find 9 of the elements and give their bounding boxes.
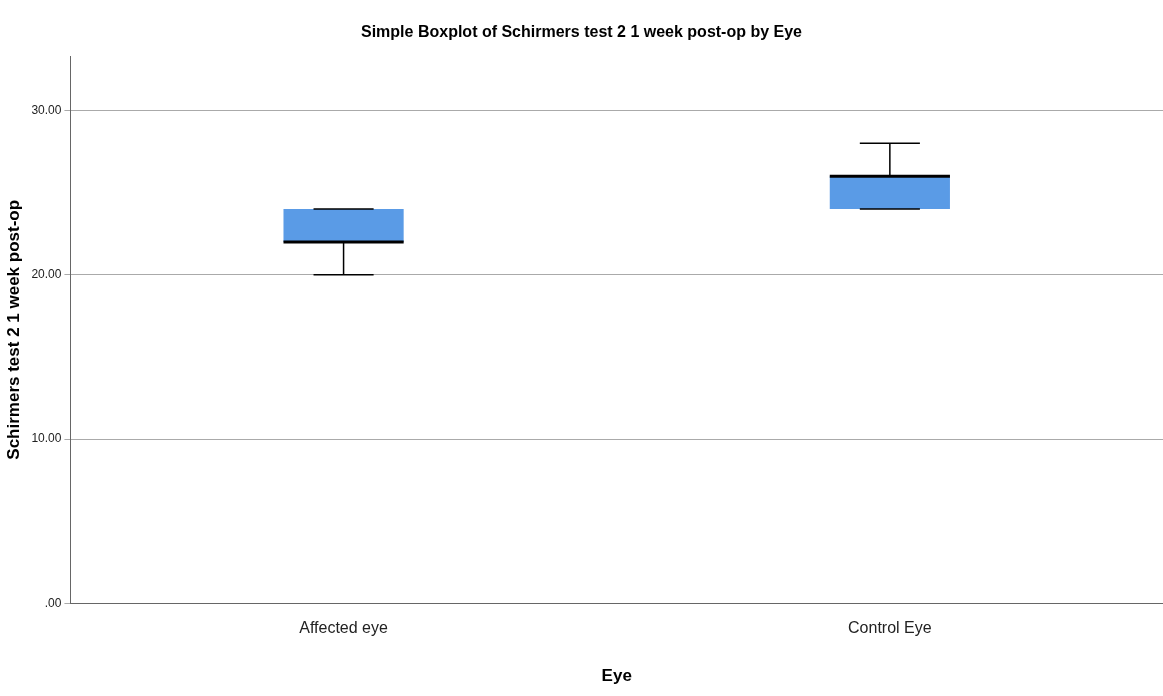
x-axis-title: Eye	[601, 666, 632, 686]
chart-title: Simple Boxplot of Schirmers test 2 1 week post-op by Eye	[360, 23, 803, 41]
x-tick-label: Control Eye	[848, 619, 932, 637]
y-tick-label: 20.00	[31, 267, 62, 282]
x-tick-label: Affected eye	[299, 619, 388, 637]
y-tick-label: .00	[44, 595, 62, 610]
y-tick-label: 10.00	[31, 431, 62, 446]
y-axis-title: Schirmers test 2 1 week post-op	[3, 199, 23, 460]
y-tick-label: 30.00	[31, 102, 62, 117]
